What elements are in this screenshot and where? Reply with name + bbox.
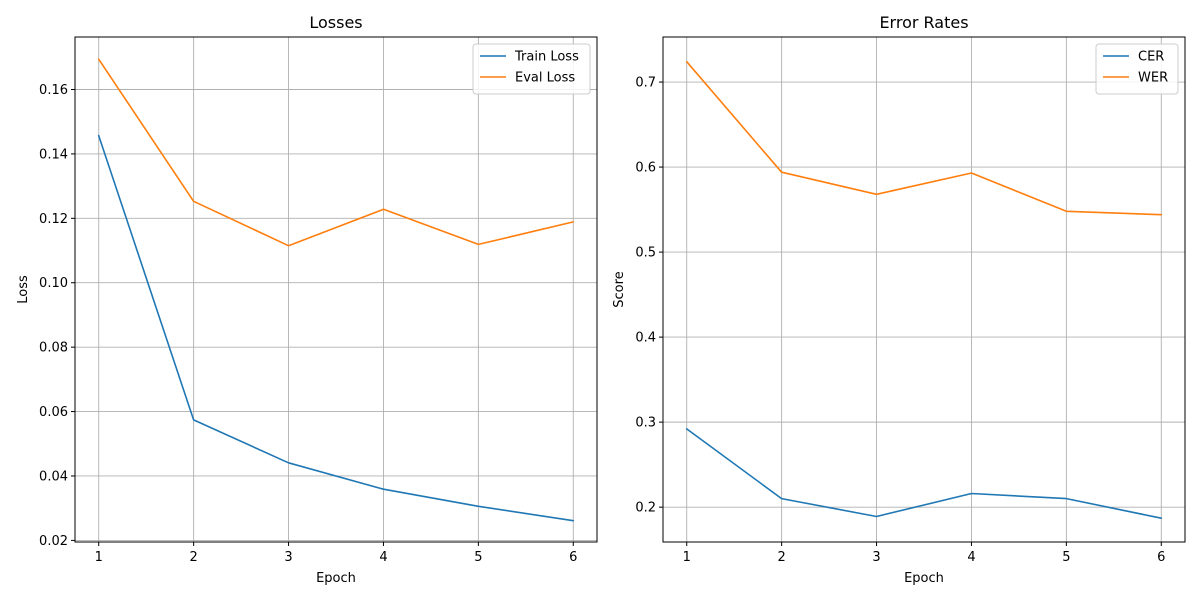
x-tick-label: 3 [872,550,880,565]
plot-frame [662,36,1186,543]
y-tick-label: 0.2 [635,501,656,516]
y-tick-label: 0.02 [39,534,68,549]
y-tick-label: 0.04 [39,469,68,484]
chart-title: Losses [309,13,362,32]
chart-panel-1: 1 2 3 4 5 6 0.02 0.04 0.06 0.08 0.10 0.12 0.14 0.16 Lo… [16,13,598,586]
y-tick-label: 0.08 [39,341,68,356]
series-line-cer [685,428,1163,520]
y-axis-label: Loss [16,275,31,304]
legend-label: WER [1138,71,1168,86]
x-tick-label: 2 [189,550,197,565]
x-tick-label: 5 [474,550,482,565]
x-tick-label: 2 [777,550,785,565]
x-tick-label: 4 [379,550,387,565]
y-tick-label: 0.06 [39,405,68,420]
x-tick-label: 1 [683,550,691,565]
y-axis-label: Score [612,271,627,307]
chart-title: Error Rates [879,13,968,32]
y-tick-label: 0.14 [39,147,68,162]
series-line-wer [685,60,1163,216]
x-tick-label: 6 [1157,550,1165,565]
x-axis-label: Epoch [904,571,944,586]
legend: CER WER [1095,43,1179,95]
y-tick-label: 0.10 [39,276,68,291]
legend-label: CER [1138,50,1164,65]
legend-box [1095,43,1179,95]
plot-frame [74,36,598,543]
legend-label: Train Loss [514,50,579,65]
chart-panel-2: 1 2 3 4 5 6 0.2 0.3 0.4 0.5 0.6 0.7 Error Rates Epoch… [612,13,1186,586]
y-tick-label: 0.3 [635,416,656,431]
y-tick-label: 0.5 [635,246,656,261]
x-tick-label: 5 [1062,550,1070,565]
grid [75,37,597,542]
series-line-train-loss [97,134,575,522]
x-tick-label: 6 [569,550,577,565]
legend: Train Loss Eval Loss [472,43,591,95]
y-tick-label: 0.7 [635,76,656,91]
series-line-eval-loss [97,58,575,247]
grid [663,37,1185,542]
x-axis-label: Epoch [316,571,356,586]
x-tick-label: 4 [967,550,975,565]
y-tick-label: 0.6 [635,161,656,176]
y-tick-label: 0.12 [39,212,68,227]
y-tick-label: 0.4 [635,331,656,346]
legend-label: Eval Loss [515,71,575,86]
y-tick-label: 0.16 [39,83,68,98]
x-tick-label: 1 [95,550,103,565]
x-tick-label: 3 [284,550,292,565]
